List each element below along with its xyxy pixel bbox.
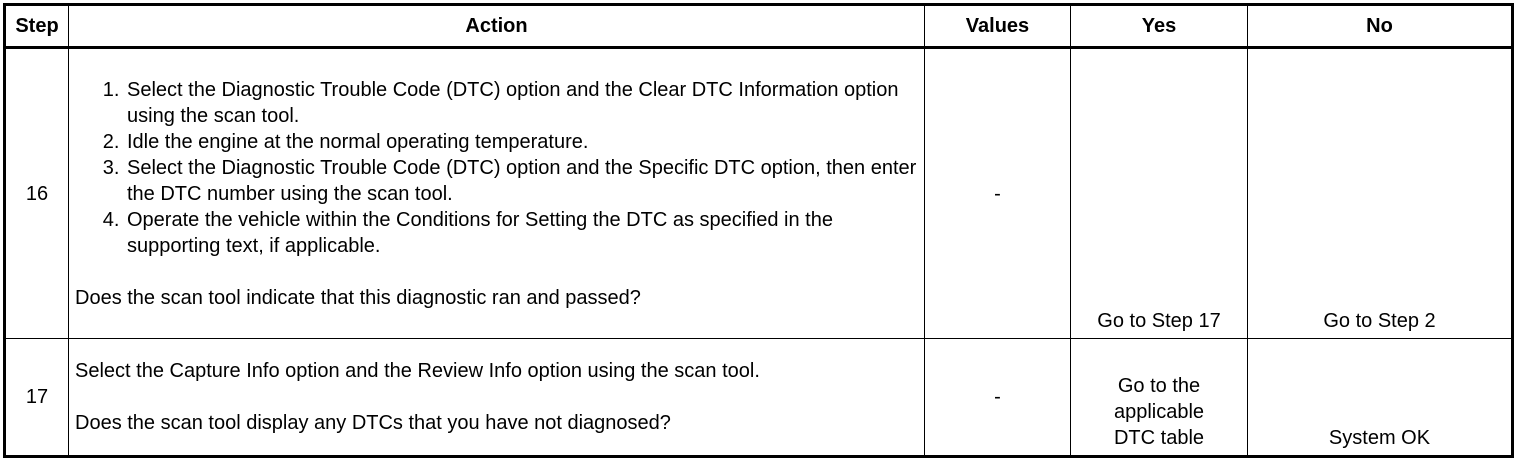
step-number: 16 xyxy=(4,47,69,339)
action-item: Operate the vehicle within the Condition… xyxy=(125,207,918,259)
header-no: No xyxy=(1247,4,1513,49)
header-step: Step xyxy=(4,4,69,49)
action-cell: Select the Capture Info option and the R… xyxy=(68,338,925,457)
action-text: Select the Capture Info option and the R… xyxy=(75,360,760,382)
values-cell: - xyxy=(924,47,1071,339)
no-cell: Go to Step 2 xyxy=(1247,47,1513,339)
table-row: 16 Select the Diagnostic Trouble Code (D… xyxy=(4,47,1513,339)
action-cell: Select the Diagnostic Trouble Code (DTC)… xyxy=(68,47,925,339)
action-item: Select the Diagnostic Trouble Code (DTC)… xyxy=(125,77,918,129)
values-cell: - xyxy=(924,338,1071,457)
no-cell: System OK xyxy=(1247,338,1513,457)
action-item: Select the Diagnostic Trouble Code (DTC)… xyxy=(125,155,918,207)
header-values: Values xyxy=(924,4,1071,49)
question: Does the scan tool display any DTCs that… xyxy=(75,412,671,434)
action-item: Idle the engine at the normal operating … xyxy=(125,129,918,155)
header-action: Action xyxy=(68,4,925,49)
table-row: 17 Select the Capture Info option and th… xyxy=(4,338,1513,457)
yes-cell: Go to the applicable DTC table xyxy=(1070,338,1248,457)
question: Does the scan tool indicate that this di… xyxy=(75,286,641,309)
diagnostic-table: Step Action Values Yes No 16 Select the … xyxy=(3,3,1514,458)
step-number: 17 xyxy=(4,338,69,457)
header-row: Step Action Values Yes No xyxy=(4,4,1513,49)
yes-cell: Go to Step 17 xyxy=(1070,47,1248,339)
action-list: Select the Diagnostic Trouble Code (DTC)… xyxy=(75,77,918,259)
header-yes: Yes xyxy=(1070,4,1248,49)
